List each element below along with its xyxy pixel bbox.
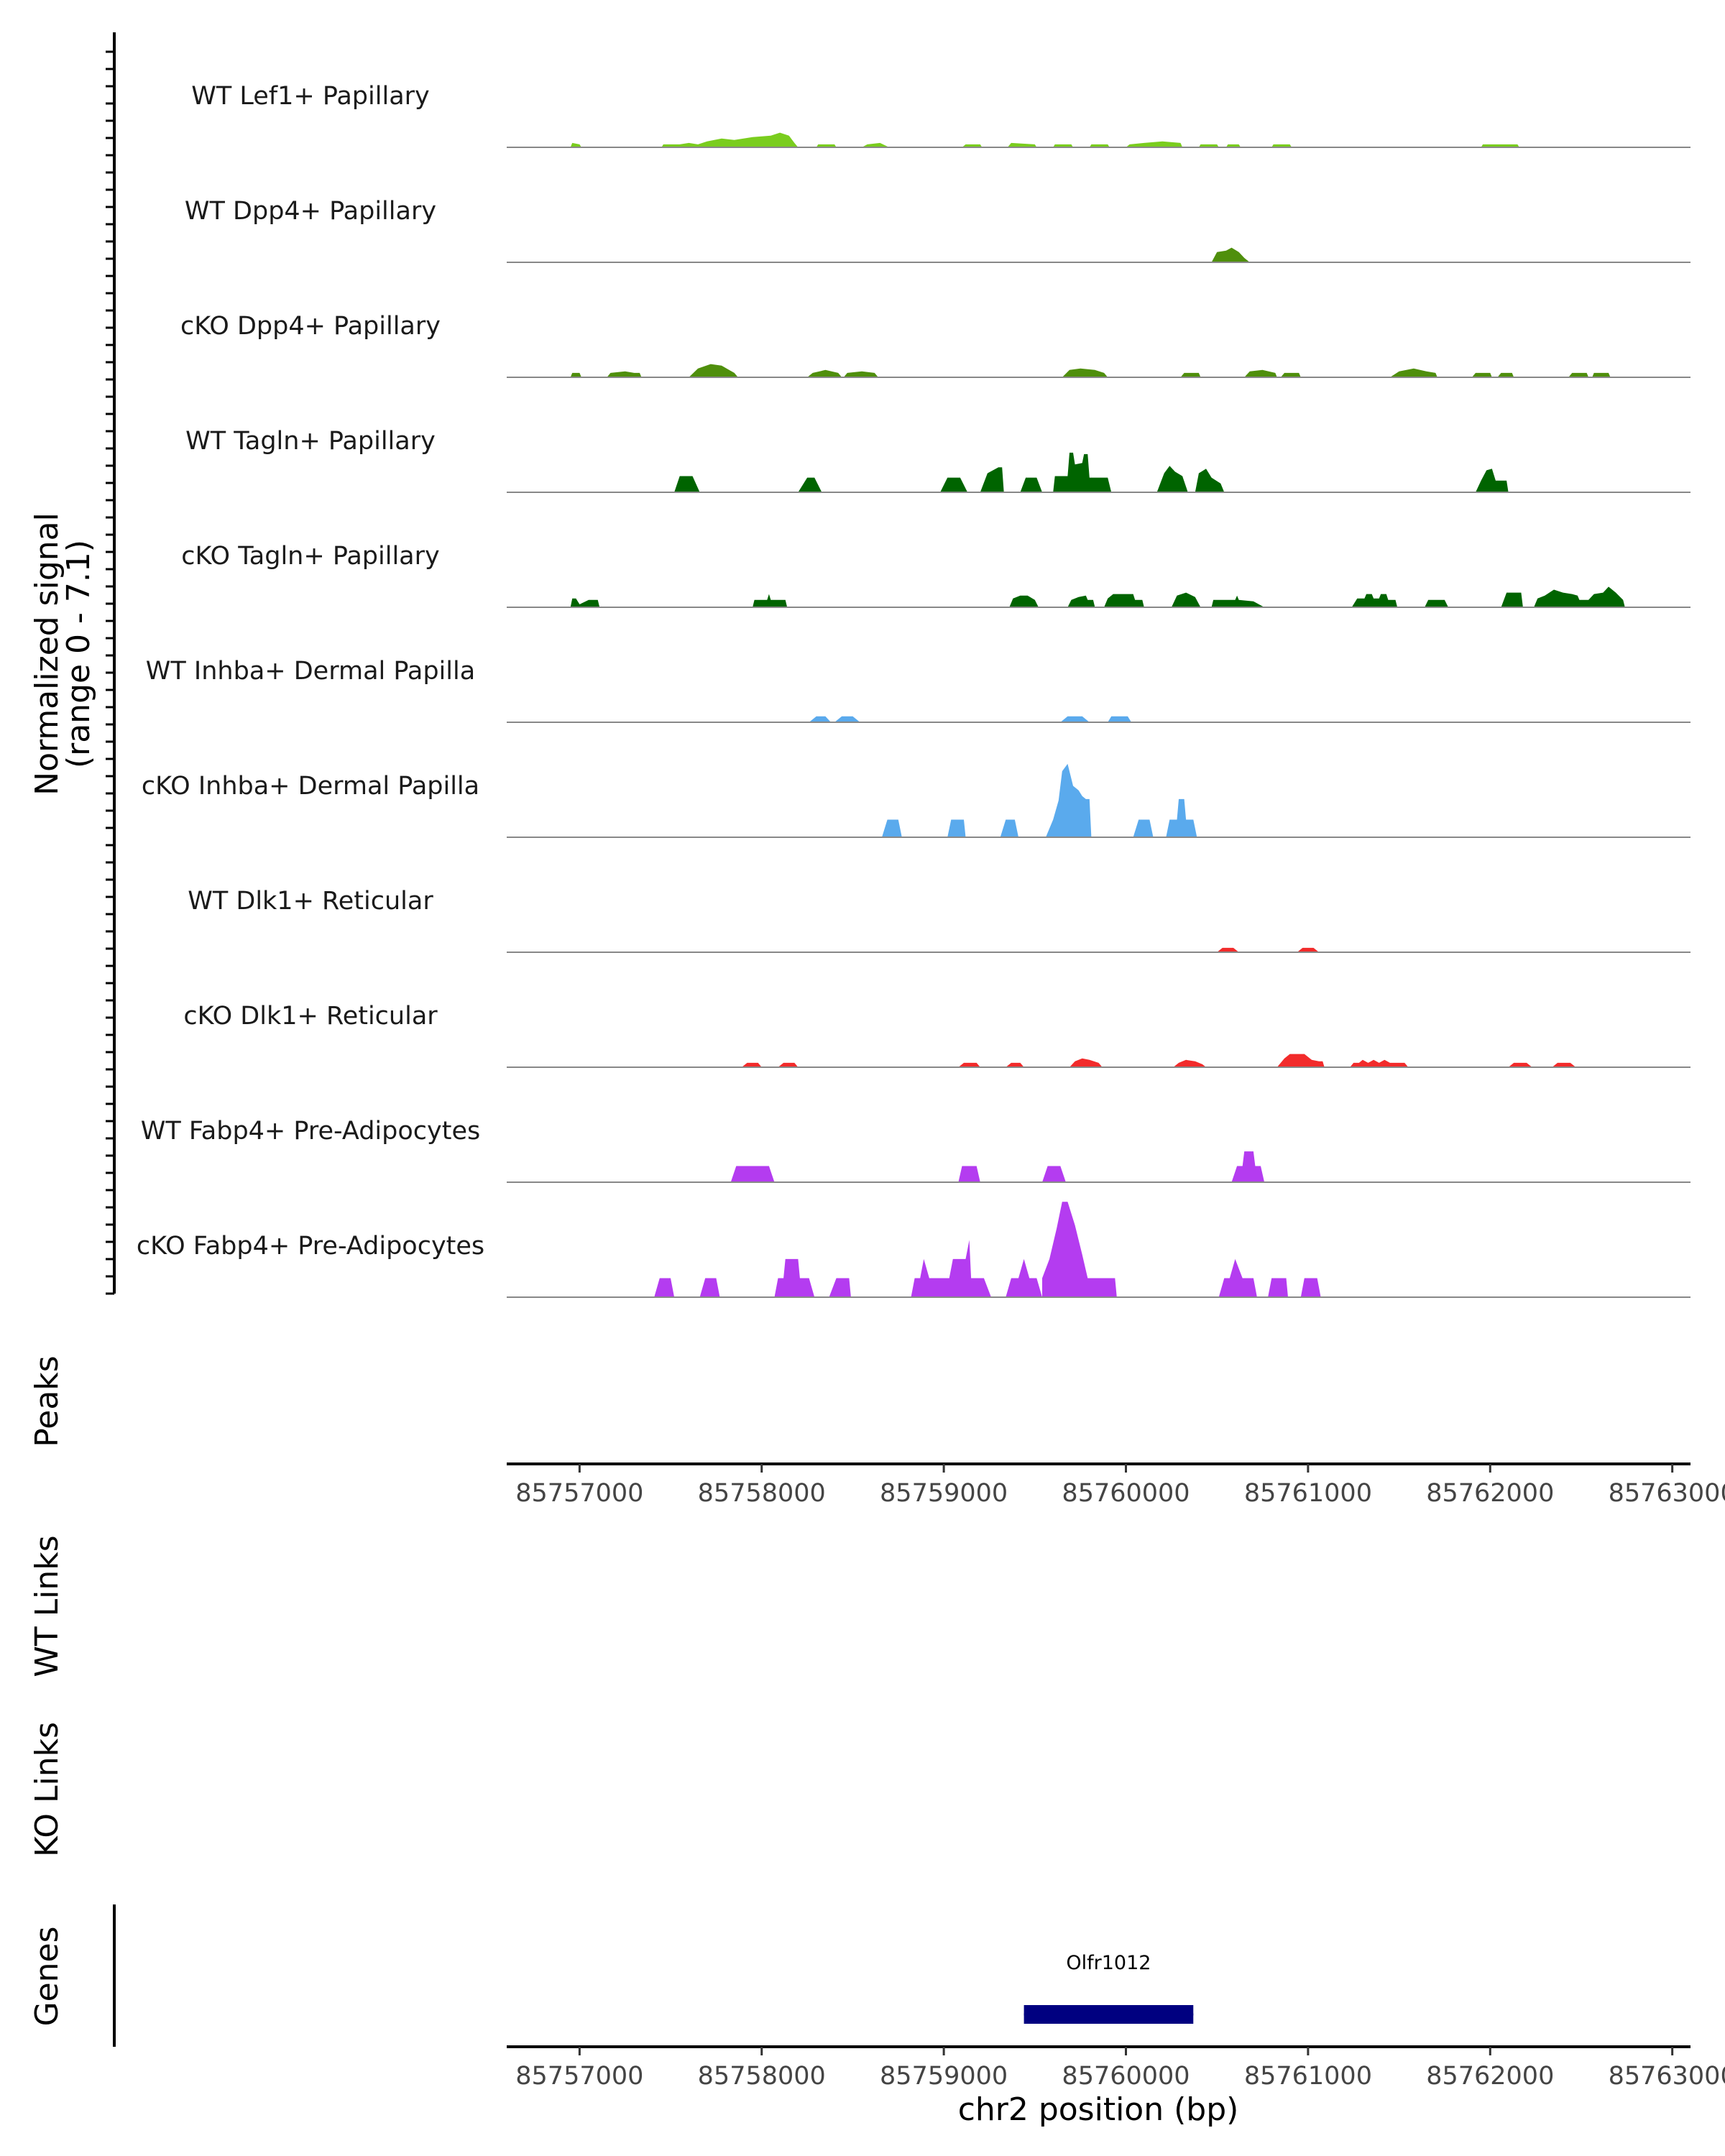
track-6: WT Inhba+ Dermal Papilla	[146, 657, 1690, 723]
track-label: cKO Dpp4+ Papillary	[180, 312, 441, 341]
x-tick-label: 85757000	[515, 1479, 643, 1508]
x-tick-label: 85761000	[1244, 1479, 1372, 1508]
x-tick-label: 85759000	[880, 1479, 1008, 1508]
peaks-panel-label: Peaks	[29, 1355, 65, 1447]
signal-area	[570, 132, 1519, 147]
x-tick-label: 85763000	[1609, 2062, 1725, 2091]
x-tick-label: 85759000	[880, 2062, 1008, 2091]
track-label: WT Fabp4+ Pre-Adipocytes	[141, 1117, 480, 1146]
wt-links-label-group: WT Links	[29, 1535, 65, 1677]
track-label: cKO Dlk1+ Reticular	[183, 1002, 438, 1031]
track-label: WT Lef1+ Papillary	[191, 82, 430, 111]
track-11: cKO Fabp4+ Pre-Adipocytes	[137, 1202, 1690, 1298]
genes-x-axis: 85757000 85758000 85759000 85760000 85761000…	[507, 2045, 1725, 2091]
track-label: WT Dlk1+ Reticular	[188, 887, 433, 916]
genes-label-group: Genes	[29, 1926, 65, 2026]
signal-area	[741, 1054, 1576, 1067]
track-label: cKO Tagln+ Papillary	[181, 542, 440, 571]
x-tick-label: 85760000	[1062, 1479, 1190, 1508]
gene-annotations: Olfr1012	[1024, 1952, 1194, 2024]
x-tick-label: 85762000	[1426, 1479, 1554, 1508]
x-tick-label: 85760000	[1062, 2062, 1190, 2091]
track-9: cKO Dlk1+ Reticular	[183, 1002, 1690, 1068]
signal-area	[674, 452, 1509, 492]
x-tick-label: 85758000	[698, 2062, 826, 2091]
signal-area	[570, 364, 1611, 377]
track-4: WT Tagln+ Papillary	[185, 427, 1690, 493]
ko-links-panel-label: KO Links	[29, 1722, 65, 1857]
track-label: WT Inhba+ Dermal Papilla	[146, 657, 475, 686]
track-label: cKO Inhba+ Dermal Papilla	[142, 772, 479, 801]
x-tick-label: 85757000	[515, 2062, 643, 2091]
peaks-x-axis: 85757000 85758000 85759000 85760000 85761000…	[507, 1462, 1725, 1508]
track-5: cKO Tagln+ Papillary	[181, 542, 1690, 608]
track-1: WT Lef1+ Papillary	[191, 82, 1690, 148]
track-label: cKO Fabp4+ Pre-Adipocytes	[137, 1232, 484, 1261]
coverage-y-ticks	[106, 50, 114, 1295]
track-7: cKO Inhba+ Dermal Papilla	[142, 763, 1690, 838]
signal-area	[1211, 247, 1250, 262]
track-2: WT Dpp4+ Papillary	[185, 197, 1690, 263]
x-tick-label: 85758000	[698, 1479, 826, 1508]
x-tick-label: 85763000	[1609, 1479, 1725, 1508]
peaks-label-group: Peaks	[29, 1355, 65, 1447]
track-label: WT Tagln+ Papillary	[185, 427, 436, 456]
x-axis-title: chr2 position (bp)	[958, 2091, 1239, 2128]
x-tick-label: 85761000	[1244, 2062, 1372, 2091]
track-10: WT Fabp4+ Pre-Adipocytes	[141, 1117, 1690, 1183]
coverage-tracks: WT Lef1+ Papillary WT Dpp4+ Papillary cKO …	[137, 82, 1690, 1298]
gene-label: Olfr1012	[1066, 1952, 1151, 1974]
wt-links-panel-label: WT Links	[29, 1535, 65, 1677]
track-8: WT Dlk1+ Reticular	[188, 887, 1690, 953]
track-label: WT Dpp4+ Papillary	[185, 197, 436, 226]
genes-panel-label: Genes	[29, 1926, 65, 2026]
y-axis-title-group: Normalized signal (range 0 - 7.1)	[29, 512, 97, 796]
x-tick-label: 85762000	[1426, 2062, 1554, 2091]
y-axis-range: (range 0 - 7.1)	[60, 540, 97, 768]
signal-area	[570, 586, 1625, 607]
signal-area	[654, 1202, 1321, 1297]
y-axis-title: Normalized signal	[29, 512, 65, 796]
track-3: cKO Dpp4+ Papillary	[180, 312, 1690, 378]
ko-links-label-group: KO Links	[29, 1722, 65, 1857]
